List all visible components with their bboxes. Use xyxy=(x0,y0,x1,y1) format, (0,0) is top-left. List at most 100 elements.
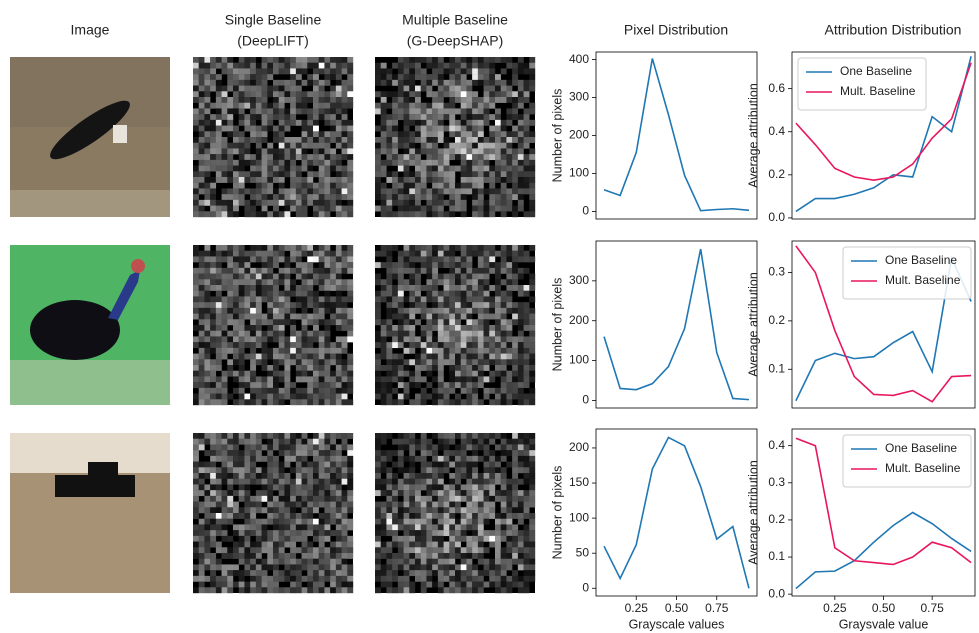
map-pixel xyxy=(284,154,290,160)
map-pixel xyxy=(461,547,467,553)
map-pixel xyxy=(495,496,501,502)
map-pixel xyxy=(267,382,273,388)
map-pixel xyxy=(461,108,467,114)
map-pixel xyxy=(472,80,478,86)
map-pixel xyxy=(347,57,353,63)
map-pixel xyxy=(529,296,535,302)
map-pixel xyxy=(421,530,427,536)
map-pixel xyxy=(375,194,381,200)
map-pixel xyxy=(426,576,432,582)
map-pixel xyxy=(250,513,256,519)
map-pixel xyxy=(444,63,450,69)
map-pixel xyxy=(484,547,490,553)
map-pixel xyxy=(455,473,461,479)
map-pixel xyxy=(347,587,353,593)
map-pixel xyxy=(449,177,455,183)
map-pixel xyxy=(375,371,381,377)
map-pixel xyxy=(262,348,268,354)
map-pixel xyxy=(501,245,507,251)
map-pixel xyxy=(279,137,285,143)
map-pixel xyxy=(506,206,512,212)
map-pixel xyxy=(222,103,228,109)
map-pixel xyxy=(506,120,512,126)
map-pixel xyxy=(284,490,290,496)
map-pixel xyxy=(210,131,216,137)
map-pixel xyxy=(199,582,205,588)
map-pixel xyxy=(302,325,308,331)
map-pixel xyxy=(324,143,330,149)
map-pixel xyxy=(319,359,325,365)
map-pixel xyxy=(484,536,490,542)
map-pixel xyxy=(319,456,325,462)
map-pixel xyxy=(529,348,535,354)
map-pixel xyxy=(386,547,392,553)
map-pixel xyxy=(524,314,530,320)
map-pixel xyxy=(279,399,285,405)
map-pixel xyxy=(273,108,279,114)
map-pixel xyxy=(421,126,427,132)
map-pixel xyxy=(512,536,518,542)
map-pixel xyxy=(250,570,256,576)
map-pixel xyxy=(233,359,239,365)
map-pixel xyxy=(267,126,273,132)
map-pixel xyxy=(512,513,518,519)
map-pixel xyxy=(347,256,353,262)
map-pixel xyxy=(279,256,285,262)
map-pixel xyxy=(472,570,478,576)
map-pixel xyxy=(444,542,450,548)
map-pixel xyxy=(409,444,415,450)
map-pixel xyxy=(381,564,387,570)
map-pixel xyxy=(210,513,216,519)
map-pixel xyxy=(455,120,461,126)
map-pixel xyxy=(319,160,325,166)
map-pixel xyxy=(432,143,438,149)
map-pixel xyxy=(296,456,302,462)
map-pixel xyxy=(489,137,495,143)
map-pixel xyxy=(421,302,427,308)
map-pixel xyxy=(284,365,290,371)
map-pixel xyxy=(444,325,450,331)
map-pixel xyxy=(284,256,290,262)
map-pixel xyxy=(290,354,296,360)
map-pixel xyxy=(250,444,256,450)
map-pixel xyxy=(336,245,342,251)
map-pixel xyxy=(324,274,330,280)
map-pixel xyxy=(296,547,302,553)
map-pixel xyxy=(449,251,455,257)
map-pixel xyxy=(444,183,450,189)
map-pixel xyxy=(193,268,199,274)
map-pixel xyxy=(347,74,353,80)
map-pixel xyxy=(193,450,199,456)
map-pixel xyxy=(336,462,342,468)
map-pixel xyxy=(227,365,233,371)
map-pixel xyxy=(216,587,222,593)
map-pixel xyxy=(415,536,421,542)
map-pixel xyxy=(466,279,472,285)
map-pixel xyxy=(466,479,472,485)
map-pixel xyxy=(250,256,256,262)
series-line xyxy=(604,58,749,210)
map-pixel xyxy=(512,126,518,132)
map-pixel xyxy=(524,553,530,559)
map-pixel xyxy=(455,274,461,280)
map-pixel xyxy=(466,296,472,302)
map-pixel xyxy=(227,194,233,200)
map-pixel xyxy=(426,582,432,588)
map-pixel xyxy=(239,484,245,490)
map-pixel xyxy=(250,587,256,593)
map-pixel xyxy=(330,251,336,257)
map-pixel xyxy=(386,211,392,217)
map-pixel xyxy=(449,365,455,371)
map-pixel xyxy=(404,524,410,530)
map-pixel xyxy=(518,291,524,297)
map-pixel xyxy=(244,86,250,92)
map-pixel xyxy=(239,296,245,302)
map-pixel xyxy=(330,177,336,183)
map-pixel xyxy=(426,80,432,86)
map-pixel xyxy=(336,166,342,172)
map-pixel xyxy=(324,262,330,268)
map-pixel xyxy=(279,524,285,530)
map-pixel xyxy=(347,450,353,456)
map-pixel xyxy=(296,291,302,297)
map-pixel xyxy=(512,348,518,354)
